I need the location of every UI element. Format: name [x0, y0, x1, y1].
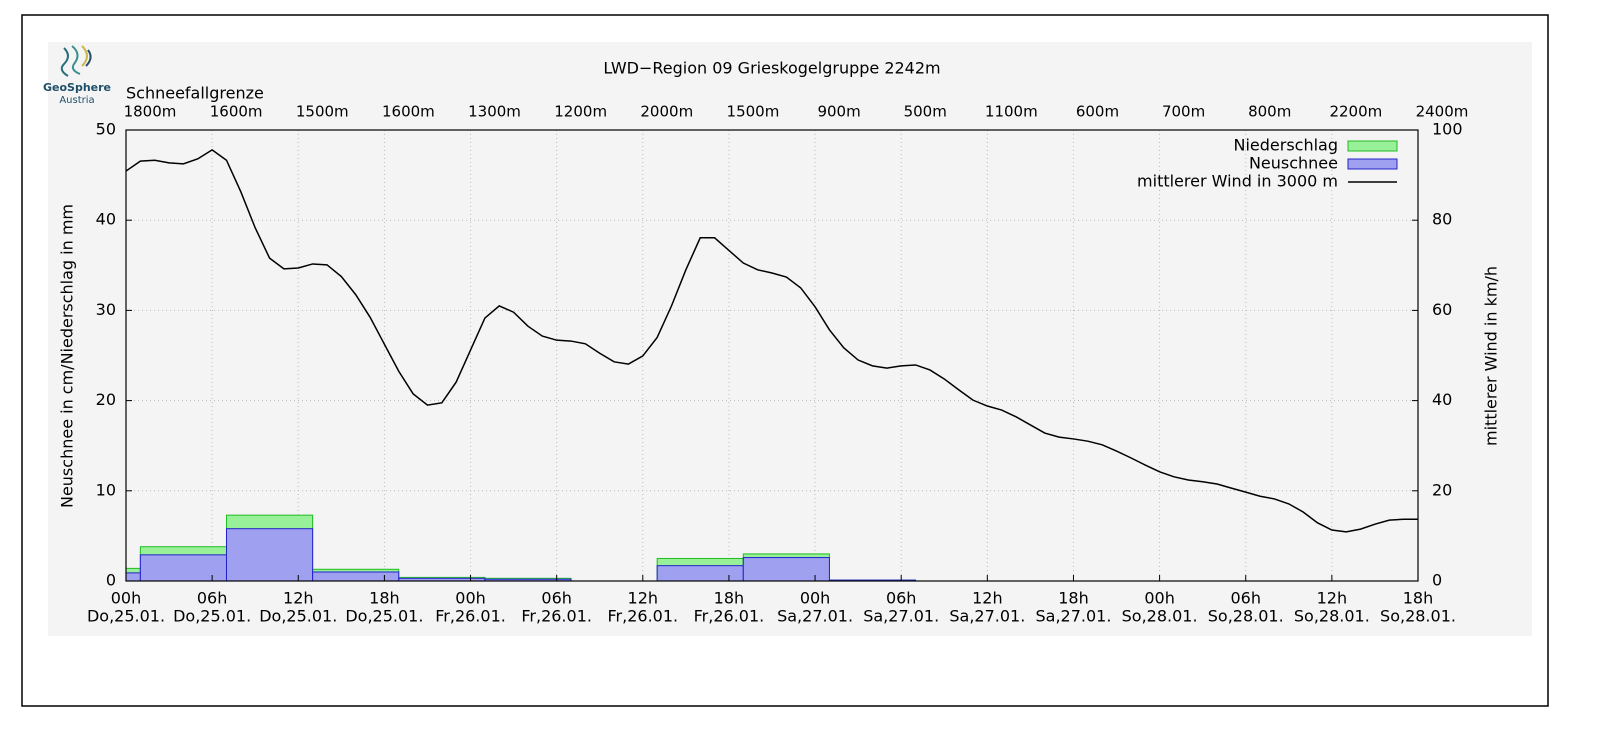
x-tick-label: 06h — [886, 589, 917, 608]
x-tick-date: Do,25.01. — [259, 607, 337, 626]
logo-sub: Austria — [59, 95, 94, 106]
y2-tick-label: 40 — [1432, 390, 1452, 409]
bar — [742, 557, 830, 582]
y-tick-label: 0 — [106, 571, 116, 590]
x-tick-label: 12h — [1317, 589, 1348, 608]
logo-name: GeoSphere — [43, 81, 111, 94]
chart-title: LWD−Region 09 Grieskogelgruppe 2242m — [603, 59, 940, 78]
top-axis-label: 1100m — [985, 103, 1038, 121]
x-tick-date: Do,25.01. — [173, 607, 251, 626]
x-tick-date: Do,25.01. — [87, 607, 165, 626]
x-tick-label: 06h — [197, 589, 228, 608]
top-axis-label: 800m — [1248, 103, 1291, 121]
x-tick-label: 18h — [714, 589, 745, 608]
x-tick-label: 00h — [800, 589, 831, 608]
legend-swatch — [1347, 140, 1398, 152]
y-axis-title: Neuschnee in cm/Niederschlag in mm — [58, 204, 77, 508]
top-axis-label: 1800m — [124, 103, 177, 121]
legend-label: Neuschnee — [1249, 154, 1338, 173]
bar — [656, 565, 744, 582]
x-tick-label: 06h — [1230, 589, 1261, 608]
top-axis-label: 1600m — [210, 103, 263, 121]
x-tick-label: 18h — [369, 589, 400, 608]
x-tick-date: Fr,26.01. — [608, 607, 679, 626]
y2-tick-label: 20 — [1432, 480, 1452, 499]
x-tick-label: 06h — [541, 589, 572, 608]
y2-axis-title: mittlerer Wind in km/h — [1482, 266, 1501, 446]
top-axis-title: Schneefallgrenze — [126, 84, 264, 103]
bar — [225, 528, 314, 582]
x-tick-label: 18h — [1058, 589, 1089, 608]
top-axis-label: 600m — [1076, 103, 1119, 121]
x-tick-date: Sa,27.01. — [863, 607, 939, 626]
x-tick-date: Fr,26.01. — [435, 607, 506, 626]
y-tick-label: 10 — [96, 480, 116, 499]
top-axis-label: 2000m — [640, 103, 693, 121]
top-axis-label: 700m — [1162, 103, 1205, 121]
top-axis-label: 2400m — [1416, 103, 1469, 121]
x-tick-label: 12h — [283, 589, 314, 608]
legend-label: mittlerer Wind in 3000 m — [1137, 172, 1338, 191]
y-tick-label: 20 — [96, 390, 116, 409]
top-axis-label: 1200m — [554, 103, 607, 121]
top-axis-label: 500m — [904, 103, 947, 121]
y2-tick-label: 100 — [1432, 120, 1463, 139]
wind-line — [125, 148, 1418, 533]
y2-tick-label: 80 — [1432, 210, 1452, 229]
x-tick-date: So,28.01. — [1208, 607, 1284, 626]
top-axis-label: 900m — [817, 103, 860, 121]
bar — [312, 571, 400, 582]
legend-swatch — [1347, 158, 1398, 170]
x-tick-date: So,28.01. — [1380, 607, 1456, 626]
bar — [125, 572, 141, 582]
plot-border — [125, 129, 1419, 582]
top-axis-label: 1300m — [468, 103, 521, 121]
x-tick-date: Fr,26.01. — [521, 607, 592, 626]
x-tick-date: Sa,27.01. — [1035, 607, 1111, 626]
marks — [125, 148, 1418, 582]
x-tick-label: 12h — [628, 589, 659, 608]
x-tick-date: Sa,27.01. — [777, 607, 853, 626]
x-tick-date: Fr,26.01. — [694, 607, 765, 626]
x-tick-label: 00h — [1144, 589, 1175, 608]
x-tick-date: So,28.01. — [1294, 607, 1370, 626]
x-tick-date: So,28.01. — [1122, 607, 1198, 626]
y2-tick-label: 60 — [1432, 300, 1452, 319]
top-axis-label: 1600m — [382, 103, 435, 121]
y-tick-label: 30 — [96, 300, 116, 319]
top-axis-label: 1500m — [727, 103, 780, 121]
top-axis-label: 1500m — [296, 103, 349, 121]
x-tick-label: 18h — [1403, 589, 1434, 608]
x-tick-label: 00h — [111, 589, 142, 608]
legend-label: Niederschlag — [1233, 136, 1338, 155]
bar — [139, 554, 227, 582]
y-tick-label: 40 — [96, 210, 116, 229]
x-tick-label: 12h — [972, 589, 1003, 608]
top-axis-label: 2200m — [1329, 103, 1382, 121]
x-tick-label: 00h — [455, 589, 486, 608]
x-tick-date: Do,25.01. — [345, 607, 423, 626]
y2-tick-label: 0 — [1432, 571, 1442, 590]
x-tick-date: Sa,27.01. — [949, 607, 1025, 626]
logo-mark — [60, 45, 92, 77]
y-tick-label: 50 — [96, 120, 116, 139]
